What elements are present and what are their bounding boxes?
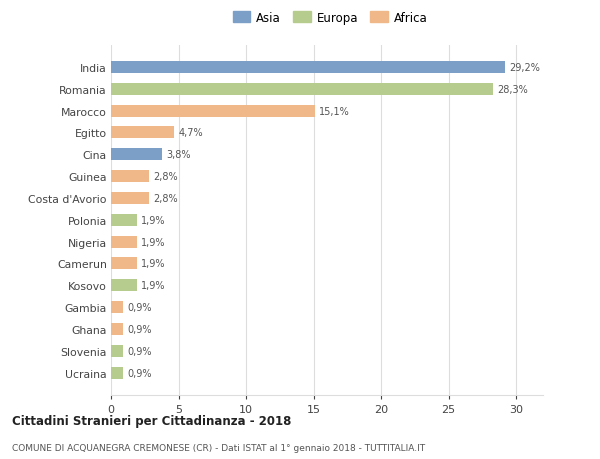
Bar [111,149,162,161]
Text: 2,8%: 2,8% [153,194,178,203]
Bar [111,127,175,139]
Legend: Asia, Europa, Africa: Asia, Europa, Africa [229,8,431,28]
Bar [111,367,123,379]
Text: 0,9%: 0,9% [127,368,152,378]
Text: 28,3%: 28,3% [497,84,528,95]
Text: 15,1%: 15,1% [319,106,350,116]
Text: 1,9%: 1,9% [140,281,165,291]
Text: 0,9%: 0,9% [127,346,152,356]
Text: 0,9%: 0,9% [127,325,152,334]
Bar [111,280,137,292]
Bar [111,192,149,205]
Text: 2,8%: 2,8% [153,172,178,182]
Bar [111,236,137,248]
Bar [111,214,137,226]
Text: 1,9%: 1,9% [140,259,165,269]
Text: 3,8%: 3,8% [166,150,191,160]
Text: Cittadini Stranieri per Cittadinanza - 2018: Cittadini Stranieri per Cittadinanza - 2… [12,414,292,428]
Text: 4,7%: 4,7% [179,128,203,138]
Bar [111,302,123,313]
Bar [111,84,493,95]
Text: 1,9%: 1,9% [140,215,165,225]
Bar [111,62,505,74]
Text: 0,9%: 0,9% [127,302,152,313]
Text: COMUNE DI ACQUANEGRA CREMONESE (CR) - Dati ISTAT al 1° gennaio 2018 - TUTTITALIA: COMUNE DI ACQUANEGRA CREMONESE (CR) - Da… [12,443,425,452]
Bar [111,106,315,118]
Bar [111,171,149,183]
Bar [111,258,137,270]
Text: 29,2%: 29,2% [509,63,540,73]
Text: 1,9%: 1,9% [140,237,165,247]
Bar [111,345,123,357]
Bar [111,323,123,335]
